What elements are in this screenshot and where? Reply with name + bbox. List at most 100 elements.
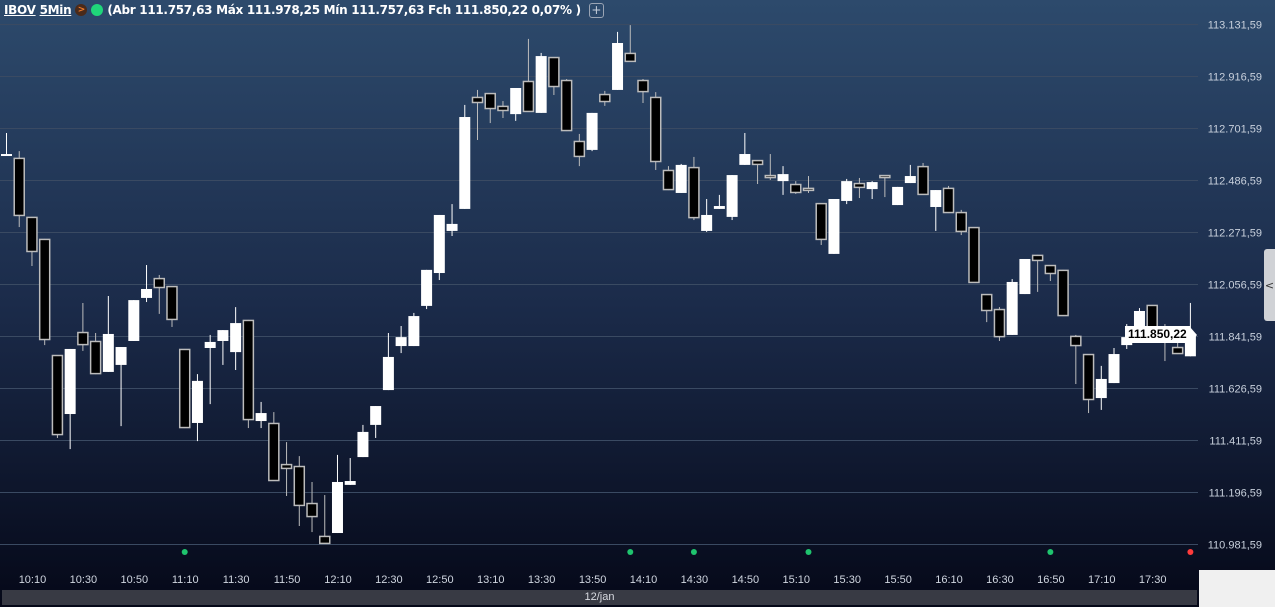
timeframe-link[interactable]: 5Min <box>39 3 72 17</box>
candle-body-down <box>1070 335 1082 347</box>
candle-body-down <box>51 354 64 436</box>
candle-body-up <box>64 348 76 415</box>
candle-body-up <box>1184 333 1196 357</box>
status-dot-icon <box>91 4 104 16</box>
candle-body-down <box>688 166 700 219</box>
candle-body-down <box>980 293 993 312</box>
date-label: 12/jan <box>584 591 615 603</box>
x-tick-label: 12:30 <box>375 574 403 586</box>
add-indicator-button[interactable]: + <box>588 2 604 18</box>
x-tick-label: 15:50 <box>884 574 912 586</box>
candle-body-up <box>191 380 203 423</box>
candle-body-down <box>548 56 560 88</box>
price-tag-arrow <box>1189 326 1197 343</box>
candle-body-down <box>1044 264 1057 275</box>
candle-body-down <box>968 226 980 284</box>
candle-body-up <box>331 481 343 534</box>
candle-body-up <box>1006 281 1018 335</box>
candle-body-down <box>13 157 25 217</box>
y-tick-label: 112.701,59 <box>1208 124 1262 136</box>
candle-body-down <box>637 79 649 93</box>
x-tick-label: 10:10 <box>19 574 47 586</box>
x-tick-label: 14:50 <box>732 574 760 586</box>
chevron-left-icon: < <box>1264 278 1275 292</box>
candle-body-up <box>459 117 471 209</box>
candle-body-up <box>739 154 751 165</box>
candle-body-up <box>612 43 624 90</box>
side-panel-toggle[interactable]: < <box>1264 249 1275 321</box>
x-tick-label: 11:30 <box>223 574 250 586</box>
candle-body-down <box>319 535 331 545</box>
candle-body-down <box>917 165 929 196</box>
candle-body-down <box>573 140 586 158</box>
candle-body-down <box>471 96 484 104</box>
candle-body-down <box>649 96 662 163</box>
symbol-link[interactable]: IBOV <box>4 3 36 17</box>
candle-body-up <box>904 176 916 184</box>
candle-body-down <box>242 319 255 421</box>
x-tick-label: 14:30 <box>681 574 709 586</box>
candle-body-down <box>280 463 293 470</box>
x-tick-label: 17:10 <box>1088 574 1116 586</box>
candle-body-up <box>1108 354 1120 384</box>
candle-body-down <box>306 502 318 518</box>
chevron-right-icon[interactable]: > <box>75 4 88 16</box>
candle-body-down <box>955 211 967 233</box>
candle-body-down <box>942 187 955 214</box>
candle-body-down <box>293 465 306 507</box>
candle-body-down <box>77 331 89 346</box>
candle-body-down <box>879 174 891 179</box>
y-tick-label: 111.411,59 <box>1209 436 1262 448</box>
candle-body-down <box>815 202 827 241</box>
candle-body-up <box>1019 258 1031 295</box>
candle-body-down <box>764 174 777 179</box>
candle-body-up <box>141 288 153 298</box>
candle-body-up <box>408 316 420 347</box>
candle-body-down <box>178 348 191 429</box>
candle-body-down <box>662 169 675 191</box>
x-tick-label: 11:50 <box>274 574 301 586</box>
candle-body-down <box>522 80 535 113</box>
candle-body-up <box>1095 378 1107 399</box>
x-tick-label: 15:30 <box>833 574 861 586</box>
x-tick-label: 16:30 <box>986 574 1014 586</box>
signal-marker-red <box>1187 549 1194 555</box>
candle-body-up <box>892 186 904 206</box>
x-tick-label: 13:10 <box>477 574 505 586</box>
candle-body-up <box>535 56 547 113</box>
x-tick-label: 11:10 <box>172 574 199 586</box>
candle-body-up <box>510 87 522 115</box>
date-scrollbar[interactable]: 12/jan <box>2 590 1197 605</box>
candle-body-up <box>344 481 356 485</box>
last-price-tag: 111.850,22 <box>1125 326 1197 343</box>
candle-body-up <box>204 341 216 348</box>
candle-body-up <box>701 214 713 231</box>
candle-body-down <box>26 216 38 253</box>
candle-body-up <box>1133 310 1145 338</box>
x-tick-label: 17:30 <box>1139 574 1167 586</box>
candle-body-up <box>1 154 12 157</box>
candle-body-down <box>1057 269 1069 317</box>
corner-panel <box>1199 570 1275 607</box>
x-tick-label: 16:50 <box>1037 574 1065 586</box>
candle-body-down <box>751 159 764 166</box>
candle-body-down <box>38 238 51 341</box>
candle-body-down <box>153 277 166 289</box>
candle-body-down <box>268 422 280 482</box>
candle-body-down <box>89 340 102 375</box>
x-tick-label: 13:30 <box>528 574 556 586</box>
y-tick-label: 111.841,59 <box>1209 332 1262 344</box>
y-tick-label: 113.131,59 <box>1208 20 1262 32</box>
candle-body-down <box>166 285 178 321</box>
y-tick-label: 112.486,59 <box>1208 176 1262 188</box>
candle-body-down <box>484 92 496 110</box>
candle-body-up <box>357 431 369 458</box>
candle-body-down <box>1031 254 1044 262</box>
candle-body-down <box>790 183 802 194</box>
candle-body-down <box>1171 346 1184 355</box>
y-tick-label: 110.981,59 <box>1208 540 1262 552</box>
candle-body-down <box>497 105 509 112</box>
x-tick-label: 10:30 <box>70 574 98 586</box>
candle-body-down <box>853 182 866 189</box>
